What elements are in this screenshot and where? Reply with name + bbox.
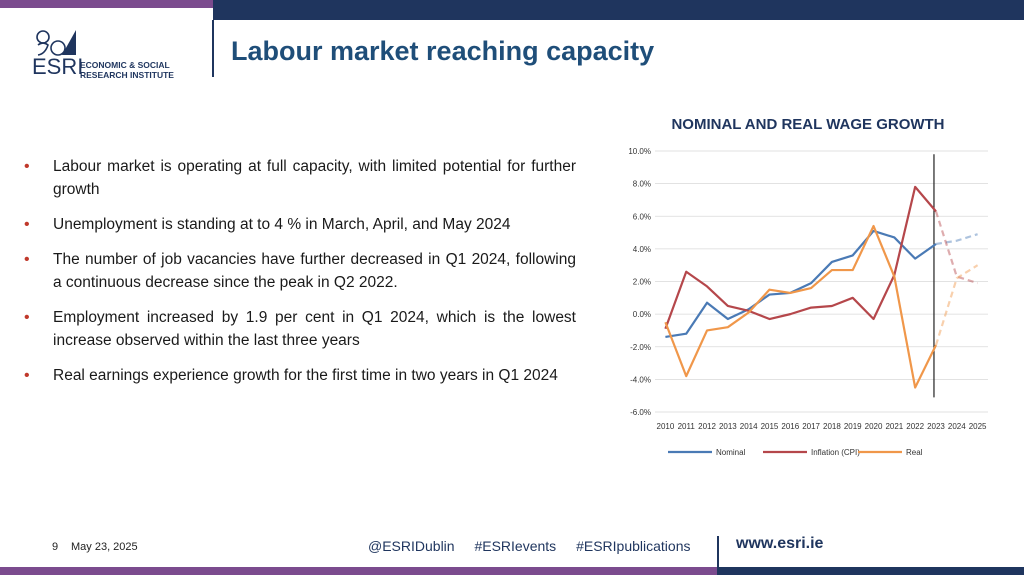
- x-tick-label: 2020: [865, 422, 883, 431]
- series-line: [664, 224, 937, 389]
- footer-website-link[interactable]: www.esri.ie: [736, 535, 824, 552]
- logo-line-2: RESEARCH INSTITUTE: [80, 70, 174, 80]
- legend-label: Real: [906, 448, 923, 457]
- x-tick-label: 2017: [802, 422, 820, 431]
- x-tick-label: 2010: [657, 422, 675, 431]
- page-number: 9: [52, 541, 59, 553]
- bullet-item: • The number of job vacancies have furthe…: [24, 248, 576, 294]
- bottom-accent-bar-navy: [717, 567, 1024, 575]
- logo-divider: [212, 20, 214, 77]
- x-tick-label: 2014: [740, 422, 758, 431]
- x-tick-label: 2023: [927, 422, 945, 431]
- bullet-dot-icon: •: [24, 251, 30, 268]
- x-tick-label: 2021: [885, 422, 903, 431]
- y-tick-label: 2.0%: [633, 278, 651, 287]
- bullet-item: • Labour market is operating at full capa…: [24, 155, 576, 201]
- x-tick-label: 2018: [823, 422, 841, 431]
- y-tick-label: 8.0%: [633, 180, 651, 189]
- series-forecast-line: [935, 233, 978, 246]
- series-line: [665, 229, 937, 339]
- x-tick-label: 2015: [761, 422, 779, 431]
- x-tick-label: 2012: [698, 422, 716, 431]
- y-tick-label: 4.0%: [633, 245, 651, 254]
- series-line: [664, 185, 937, 330]
- y-tick-label: -2.0%: [630, 343, 651, 352]
- y-tick-label: 0.0%: [633, 310, 651, 319]
- bullet-text: Labour market is operating at full capac…: [53, 158, 576, 198]
- legend-label: Nominal: [716, 448, 746, 457]
- series-forecast-line: [934, 211, 978, 285]
- chart-title: NOMINAL AND REAL WAGE GROWTH: [671, 116, 945, 133]
- x-tick-label: 2024: [948, 422, 966, 431]
- tag-esri-dublin[interactable]: @ESRIDublin: [368, 538, 455, 554]
- bullet-dot-icon: •: [24, 309, 30, 326]
- logo-wordmark: ESRI: [32, 54, 84, 79]
- bullet-dot-icon: •: [24, 367, 30, 384]
- bullet-text: Employment increased by 1.9 per cent in …: [53, 309, 576, 349]
- x-tick-label: 2025: [969, 422, 987, 431]
- wage-growth-chart: NOMINAL AND REAL WAGE GROWTH -6.0% -4.0% -…: [608, 112, 1008, 462]
- y-tick-label: 6.0%: [633, 212, 651, 221]
- bullet-dot-icon: •: [24, 158, 30, 175]
- legend-label: Inflation (CPI): [811, 448, 860, 457]
- bullet-dot-icon: •: [24, 216, 30, 233]
- x-tick-label: 2013: [719, 422, 737, 431]
- esri-logo-mark-icon: [36, 30, 76, 56]
- x-tick-label: 2019: [844, 422, 862, 431]
- bullet-text: The number of job vacancies have further…: [53, 251, 576, 291]
- top-accent-bar-purple: [0, 0, 213, 8]
- y-tick-label: 10.0%: [628, 147, 651, 156]
- y-tick-label: -6.0%: [630, 408, 651, 417]
- x-tick-label: 2011: [678, 422, 696, 431]
- esri-logo: ESRI ECONOMIC & SOCIAL RESEARCH INSTITUT…: [32, 28, 202, 80]
- top-accent-bar-navy: [213, 0, 1024, 20]
- bottom-accent-bar-purple: [0, 567, 717, 575]
- y-tick-label: -4.0%: [630, 375, 651, 384]
- footer-divider: [717, 536, 719, 574]
- bullet-list: • Labour market is operating at full capa…: [24, 155, 576, 399]
- bullet-item: • Real earnings experience growth for the…: [24, 364, 576, 387]
- footer-social-tags: @ESRIDublin #ESRIevents #ESRIpublication…: [368, 538, 706, 554]
- logo-line-1: ECONOMIC & SOCIAL: [80, 60, 170, 70]
- bullet-item: • Employment increased by 1.9 per cent in…: [24, 306, 576, 352]
- bullet-text: Real earnings experience growth for the …: [53, 367, 558, 384]
- tag-esri-events[interactable]: #ESRIevents: [474, 538, 557, 554]
- bullet-item: • Unemployment is standing at to 4 % in M…: [24, 213, 576, 236]
- x-tick-label: 2016: [781, 422, 799, 431]
- slide-title: Labour market reaching capacity: [231, 36, 655, 66]
- bullet-text: Unemployment is standing at to 4 % in Ma…: [53, 216, 511, 233]
- x-tick-label: 2022: [906, 422, 924, 431]
- series-forecast-line: [934, 264, 979, 346]
- chart-plot: -6.0% -4.0% -2.0% 0.0% 2.0% 4.0% 6.0% 8.0% 10.0%…: [628, 147, 988, 457]
- footer-date: May 23, 2025: [71, 541, 138, 553]
- tag-esri-publications[interactable]: #ESRIpublications: [576, 538, 691, 554]
